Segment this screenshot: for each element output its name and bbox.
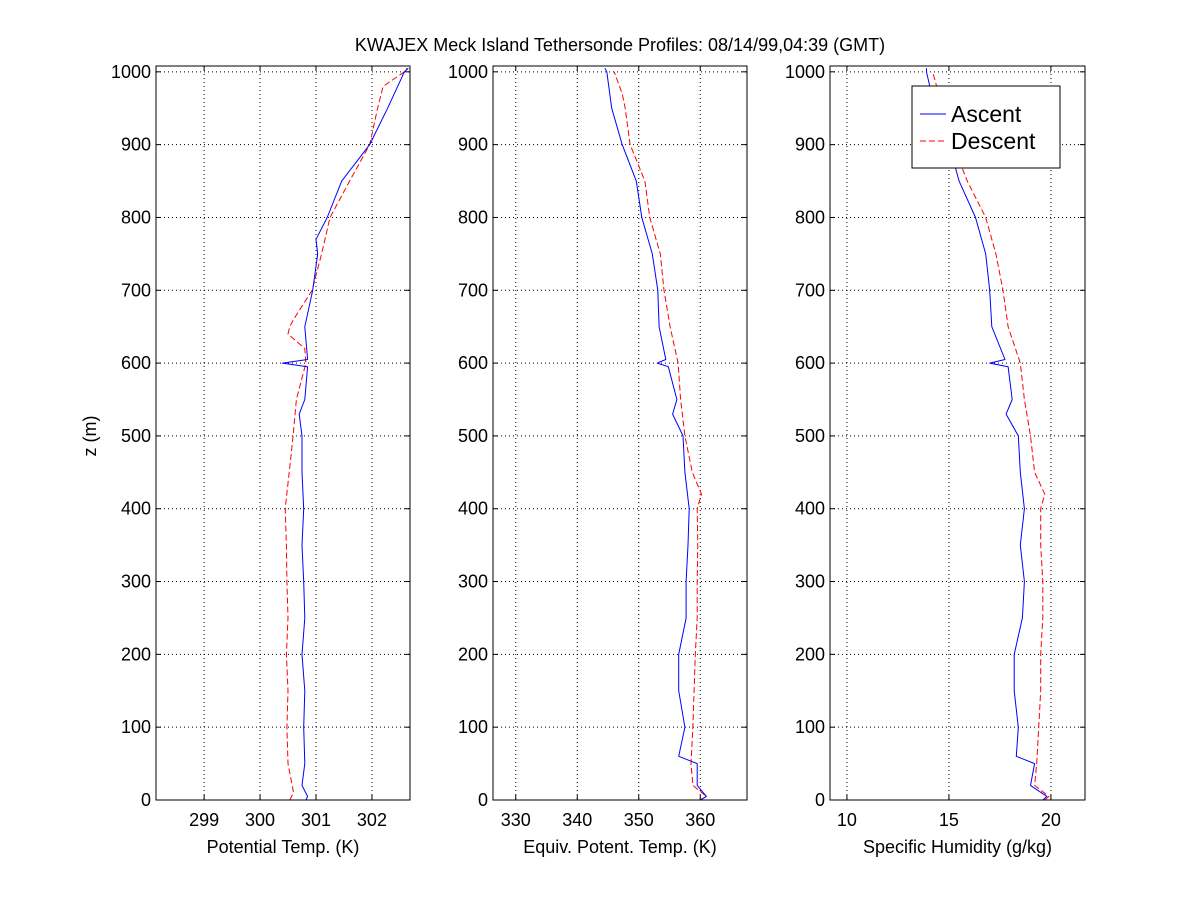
axes-frame: [155, 65, 411, 801]
figure-title: KWAJEX Meck Island Tethersonde Profiles:…: [355, 35, 885, 55]
y-tick-label: 900: [795, 135, 825, 155]
y-tick-label: 100: [121, 717, 151, 737]
series-line-ascent: [159, 67, 409, 801]
axes-frame: [492, 65, 748, 801]
plot-area: [493, 66, 747, 800]
series-line-ascent: [926, 68, 1076, 801]
panel-1: 0 100 200 300 400 500 600 700 800 900 1000 299 300 30…: [111, 62, 411, 857]
x-tick-label: 299: [189, 810, 219, 830]
y-tick-label: 700: [458, 280, 488, 300]
y-tick-label: 300: [458, 572, 488, 592]
series-line-descent: [932, 71, 1050, 801]
y-tick-label: 0: [815, 790, 825, 810]
y-tick-label: 500: [795, 426, 825, 446]
y-tick-label: 800: [121, 207, 151, 227]
x-tick-label: 302: [357, 810, 387, 830]
y-tick-label: 600: [795, 353, 825, 373]
y-tick-label: 800: [458, 207, 488, 227]
y-tick-label: 800: [795, 207, 825, 227]
legend: Ascent Descent: [911, 85, 1061, 169]
x-tick-label: 300: [245, 810, 275, 830]
y-tick-label: 600: [458, 353, 488, 373]
x-tick-label: 330: [501, 810, 531, 830]
y-tick-label: 900: [458, 135, 488, 155]
y-tick-label: 700: [795, 280, 825, 300]
y-tick-label: 200: [458, 644, 488, 664]
legend-descent-label: Descent: [951, 128, 1036, 154]
series-line-descent: [613, 71, 707, 801]
legend-ascent-label: Ascent: [951, 101, 1022, 127]
y-tick-label: 100: [458, 717, 488, 737]
y-tick-label: 200: [121, 644, 151, 664]
y-tick-label: 400: [121, 499, 151, 519]
axes-frame: [829, 65, 1086, 801]
x-tick-label: 340: [562, 810, 592, 830]
x-tick-label: 20: [1041, 810, 1061, 830]
panel-2: 0 100 200 300 400 500 600 700 800 900 1000 330 340 35…: [448, 62, 748, 857]
series-line-ascent: [600, 67, 736, 801]
y-tick-label: 500: [458, 426, 488, 446]
y-tick-label: 400: [458, 499, 488, 519]
plot-area: [156, 66, 410, 800]
legend-box: [911, 85, 1061, 169]
x-tick-label: 360: [685, 810, 715, 830]
y-tick-label: 100: [795, 717, 825, 737]
panel-3: 0 100 200 300 400 500 600 700 800 900 1000 10 15 20 Sp…: [785, 62, 1086, 857]
x-tick-label: 15: [939, 810, 959, 830]
y-tick-label: 0: [478, 790, 488, 810]
series-line-descent: [284, 67, 408, 801]
y-tick-label: 300: [795, 572, 825, 592]
y-tick-label: 900: [121, 135, 151, 155]
x-tick-label: 301: [301, 810, 331, 830]
x-tick-label: 10: [837, 810, 857, 830]
plot-area: [830, 66, 1085, 800]
x-tick-label: 350: [624, 810, 654, 830]
x-axis-label: Specific Humidity (g/kg): [863, 837, 1052, 857]
y-axis-label: z (m): [80, 416, 100, 457]
x-axis-label: Potential Temp. (K): [207, 837, 360, 857]
y-tick-label: 200: [795, 644, 825, 664]
y-tick-label: 1000: [111, 62, 151, 82]
y-tick-label: 1000: [785, 62, 825, 82]
x-axis-label: Equiv. Potent. Temp. (K): [523, 837, 716, 857]
y-tick-label: 700: [121, 280, 151, 300]
y-tick-label: 0: [141, 790, 151, 810]
y-tick-label: 300: [121, 572, 151, 592]
y-tick-label: 600: [121, 353, 151, 373]
y-tick-label: 500: [121, 426, 151, 446]
y-tick-label: 400: [795, 499, 825, 519]
y-tick-label: 1000: [448, 62, 488, 82]
